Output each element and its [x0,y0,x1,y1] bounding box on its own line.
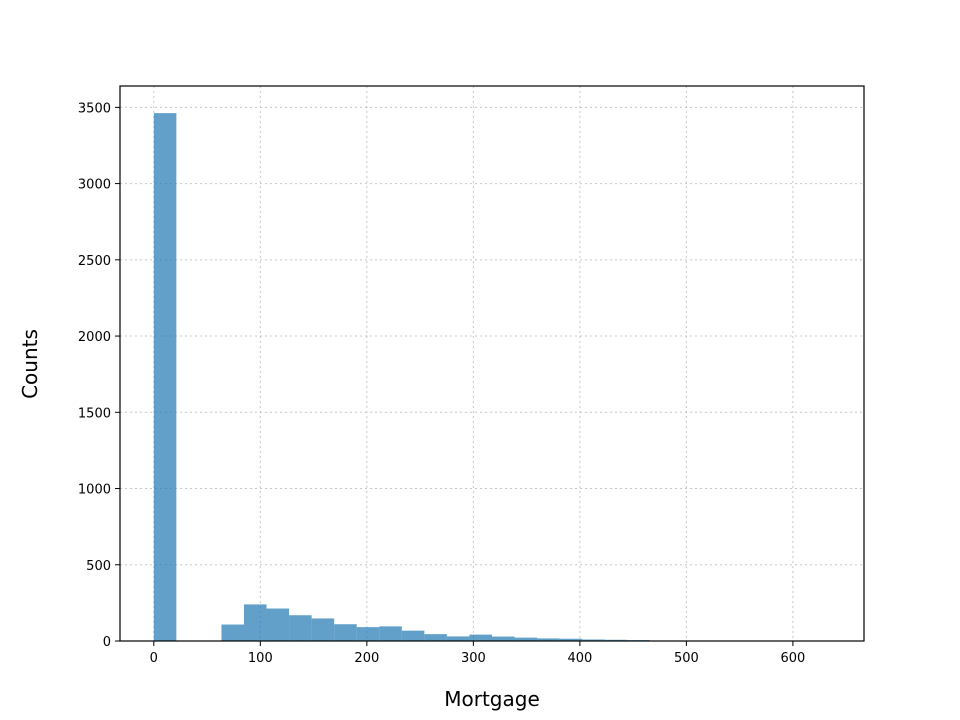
x-tick-label: 100 [248,651,273,666]
y-axis-ticks: 0 500 1000 1500 2000 2500 3000 3500 [78,101,120,650]
x-tick-label: 400 [567,651,592,666]
histogram-bar [514,637,538,641]
histogram-bar [289,615,312,641]
y-axis-label: Counts [18,329,42,399]
histogram-bar [604,639,628,641]
y-tick-label: 1000 [78,483,111,498]
histogram-bar [334,624,357,641]
x-tick-label: 500 [674,651,699,666]
histogram-bar [424,634,447,641]
histogram-bar [311,618,335,641]
histogram-bar [221,624,245,641]
y-tick-label: 1500 [78,406,111,421]
histogram-bar [401,630,425,641]
x-tick-label: 300 [461,651,486,666]
histogram-bar [492,636,515,641]
y-tick-label: 3500 [78,101,111,116]
y-tick-label: 0 [103,635,111,650]
x-tick-label: 600 [780,651,805,666]
y-tick-label: 2000 [78,330,111,345]
plot-frame [119,85,865,642]
x-tick-label: 0 [150,651,158,666]
grid-layer [120,86,864,642]
x-axis-label: Mortgage [444,687,540,711]
histogram-bar [582,639,605,641]
histogram-bar [559,638,583,641]
bars-layer [153,113,831,641]
histogram-bar [244,604,267,641]
histogram-bar [446,636,470,641]
histogram-bar [266,608,290,641]
y-tick-label: 3000 [78,178,111,193]
y-tick-label: 500 [86,559,111,574]
y-tick-label: 2500 [78,254,111,269]
histogram-bar [356,627,380,641]
histogram-bar [469,634,492,641]
x-tick-label: 200 [354,651,379,666]
histogram-bar [537,638,560,641]
histogram-bar [379,626,402,641]
x-axis-ticks: 0 100 200 300 400 500 600 [150,641,805,666]
histogram-bar [153,113,177,641]
